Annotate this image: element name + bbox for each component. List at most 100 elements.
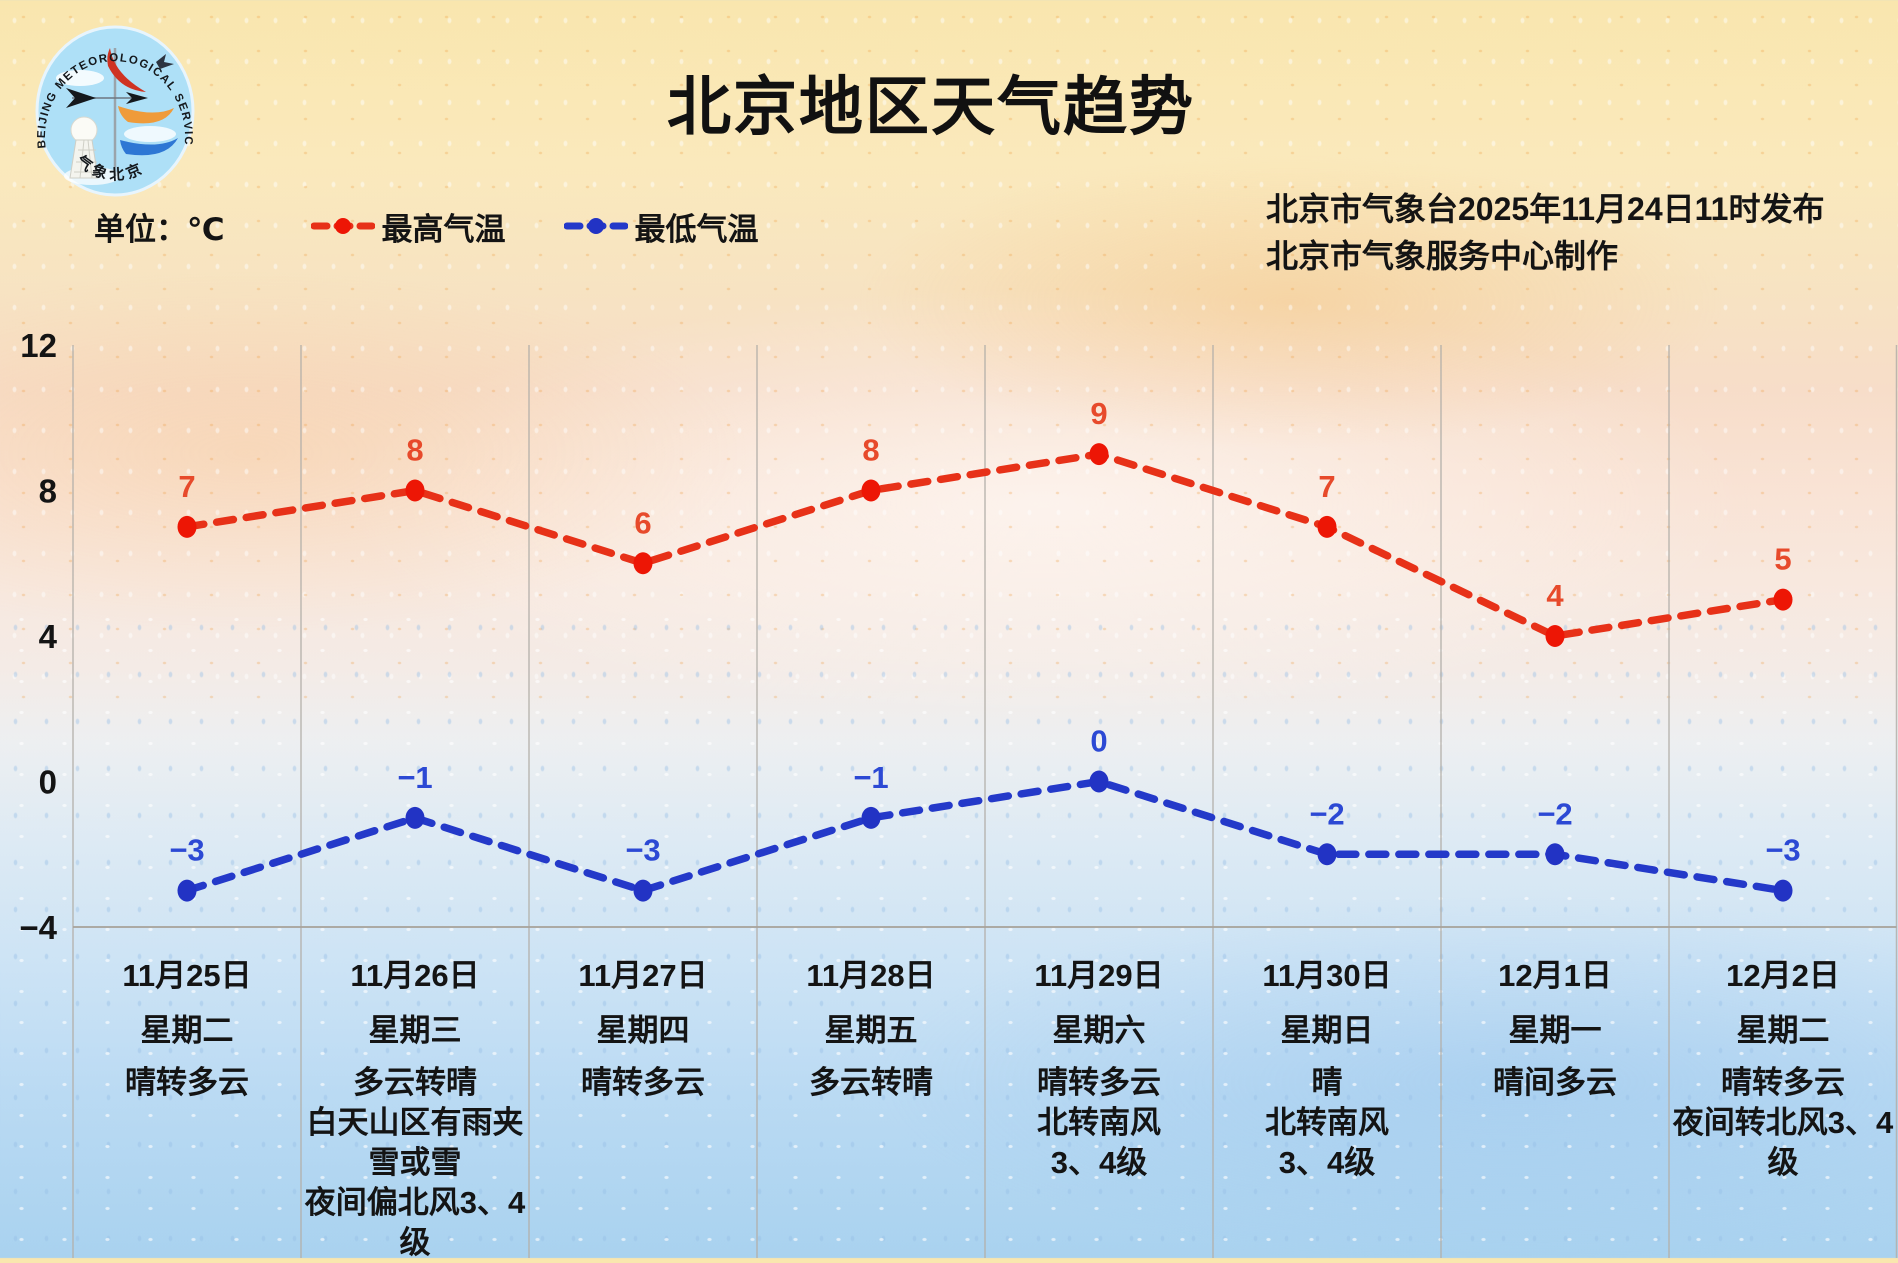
day-weather: 多云转晴 bbox=[757, 1055, 985, 1103]
high-temp-value-label: 7 bbox=[178, 469, 195, 504]
day-weather: 晴转多云夜间转北风3、4 级 bbox=[1669, 1055, 1897, 1183]
high-temp-dot bbox=[1545, 625, 1565, 647]
legend-label-low: 最低气温 bbox=[634, 211, 759, 247]
day-date: 12月2日 bbox=[1726, 958, 1840, 993]
high-temp-dot bbox=[405, 479, 425, 502]
high-temp-line bbox=[183, 450, 1787, 640]
high-temp-value-label: 5 bbox=[1774, 542, 1791, 577]
day-date: 11月30日 bbox=[1262, 958, 1392, 993]
low-temp-value-label: −3 bbox=[1765, 833, 1800, 868]
day-column: 12月2日 星期二 晴转多云夜间转北风3、4 级 bbox=[1669, 945, 1897, 1263]
day-weather-line: 雪或雪 bbox=[368, 1145, 462, 1180]
day-weather-line: 多云转晴 bbox=[353, 1065, 477, 1100]
high-temp-value-label: 8 bbox=[406, 433, 423, 468]
logo-ribbon-red bbox=[107, 48, 146, 92]
legend-label-high: 最高气温 bbox=[381, 211, 506, 247]
low-temp-value-label: −2 bbox=[1537, 796, 1572, 831]
low-temp-value-label: −1 bbox=[397, 760, 432, 795]
day-column: 11月25日 星期二 晴转多云 bbox=[73, 945, 301, 1263]
day-weekday: 星期三 bbox=[368, 1013, 462, 1048]
day-weekday: 星期一 bbox=[1508, 1013, 1602, 1048]
high-temp-dot bbox=[633, 552, 653, 575]
day-weather-line: 级 bbox=[1767, 1145, 1799, 1180]
day-weather-line: 晴 bbox=[1311, 1065, 1343, 1100]
low-temp-value-label: 0 bbox=[1090, 724, 1107, 759]
day-date: 11月29日 bbox=[1034, 958, 1164, 993]
legend: 单位：℃ 最高气温 最低气温 bbox=[94, 204, 759, 248]
high-temp-dot bbox=[1773, 588, 1793, 611]
high-temp-value-label: 4 bbox=[1546, 578, 1564, 613]
unit-label: 单位：℃ bbox=[94, 211, 225, 247]
day-date: 11月27日 bbox=[578, 958, 708, 993]
low-temp-value-label: −3 bbox=[169, 833, 204, 868]
day-weekday: 星期六 bbox=[1052, 1013, 1146, 1048]
logo-swallow-icon bbox=[156, 54, 174, 69]
release-line-1: 北京市气象台2025年11月24日11时发布 bbox=[1266, 191, 1825, 227]
day-date: 11月26日 bbox=[350, 958, 480, 993]
y-axis-tick-label: 0 bbox=[39, 764, 57, 801]
low-temp-dot bbox=[1773, 879, 1793, 902]
low-temp-value-label: −1 bbox=[853, 760, 888, 795]
day-date: 11月25日 bbox=[122, 958, 252, 993]
day-weather-line: 3、4级 bbox=[1278, 1145, 1376, 1180]
page-title: 北京地区天气趋势 bbox=[667, 71, 1195, 143]
release-line-2: 北京市气象服务中心制作 bbox=[1266, 238, 1619, 274]
logo-arrow-large bbox=[66, 88, 96, 108]
legend-item-high: 最高气温 bbox=[310, 204, 506, 249]
low-temp-dot bbox=[1317, 843, 1337, 866]
high-temp-dot bbox=[861, 479, 881, 502]
day-weekday: 星期五 bbox=[824, 1013, 918, 1048]
low-temp-dot bbox=[1545, 843, 1565, 866]
logo-ribbon-orange bbox=[118, 106, 174, 124]
logo-cloud bbox=[124, 126, 176, 142]
day-weather-line: 晴转多云 bbox=[581, 1065, 705, 1100]
day-weather-line: 北转南风 bbox=[1037, 1105, 1161, 1140]
low-temp-dot bbox=[633, 879, 653, 902]
bureau-logo: BEIJING METEOROLOGICAL SERVICE 气象北京 bbox=[30, 18, 195, 197]
high-temp-value-label: 7 bbox=[1318, 469, 1335, 504]
release-info: 北京市气象台2025年11月24日11时发布 北京市气象服务中心制作 bbox=[1266, 186, 1824, 280]
day-column: 11月29日 星期六 晴转多云 北转南风 3、4级 bbox=[985, 945, 1213, 1263]
high-temp-dot bbox=[1317, 515, 1337, 538]
low-temp-dot bbox=[861, 806, 881, 829]
day-date: 11月28日 bbox=[806, 958, 936, 993]
day-weather-line: 夜间偏北风3、4 bbox=[304, 1185, 526, 1220]
low-temp-line bbox=[183, 777, 1787, 895]
day-column: 11月30日 星期日 晴北转南风 3、4级 bbox=[1213, 945, 1441, 1263]
day-weather-line: 多云转晴 bbox=[809, 1065, 933, 1100]
low-temp-dot bbox=[1089, 770, 1109, 793]
y-axis-tick-label: 8 bbox=[39, 473, 57, 510]
day-column: 11月28日 星期五 多云转晴 bbox=[757, 945, 985, 1263]
y-axis-tick-label: 12 bbox=[20, 327, 57, 364]
day-weather-line: 晴转多云 bbox=[125, 1065, 249, 1100]
high-temp-value-label: 6 bbox=[634, 505, 651, 540]
day-weather: 晴转多云 bbox=[73, 1055, 301, 1103]
day-weather-line: 晴转多云 bbox=[1037, 1065, 1161, 1100]
y-axis-tick-label: 4 bbox=[39, 618, 58, 655]
day-weather-line: 晴间多云 bbox=[1493, 1065, 1617, 1100]
day-weekday: 星期四 bbox=[596, 1013, 690, 1048]
day-weather-line: 夜间转北风3、4 bbox=[1672, 1105, 1894, 1140]
logo-cloud bbox=[56, 70, 104, 86]
high-temp-dot bbox=[177, 515, 197, 538]
high-temp-value-label: 9 bbox=[1090, 396, 1107, 431]
logo-tower-lattice bbox=[74, 139, 98, 179]
logo-ribbon-blue bbox=[120, 138, 178, 156]
low-temp-line-marker bbox=[563, 218, 628, 234]
high-temp-dot bbox=[1089, 443, 1109, 466]
day-weekday: 星期二 bbox=[1736, 1013, 1830, 1048]
day-column: 11月27日 星期四 晴转多云 bbox=[529, 945, 757, 1263]
day-weekday: 星期二 bbox=[140, 1013, 234, 1048]
low-temp-dot bbox=[405, 806, 425, 829]
legend-item-low: 最低气温 bbox=[563, 204, 759, 249]
day-weather-line: 晴转多云 bbox=[1721, 1065, 1845, 1100]
day-weather: 晴北转南风 3、4级 bbox=[1213, 1055, 1441, 1183]
day-weather: 晴转多云 bbox=[529, 1055, 757, 1103]
day-date: 12月1日 bbox=[1498, 958, 1612, 993]
day-weather-line: 白天山区有雨夹 bbox=[306, 1105, 524, 1140]
day-weekday: 星期日 bbox=[1280, 1013, 1374, 1048]
high-temp-value-label: 8 bbox=[862, 433, 879, 468]
day-columns: 11月25日 星期二 晴转多云 11月26日 星期三 多云转晴白天山区有雨夹 雪或… bbox=[73, 945, 1897, 1263]
